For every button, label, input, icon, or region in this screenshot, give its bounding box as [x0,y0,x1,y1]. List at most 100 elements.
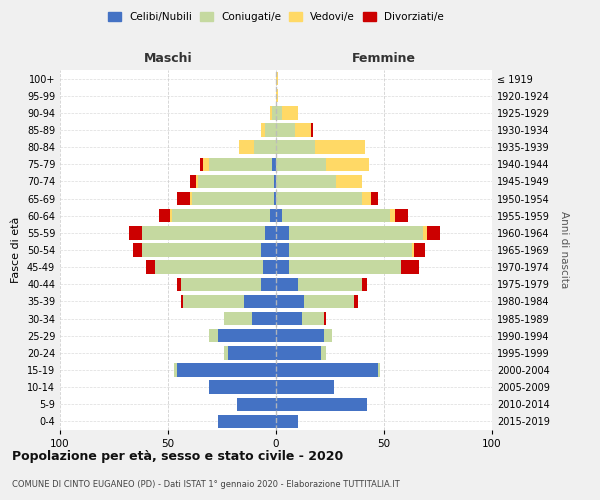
Bar [274,174,276,188]
Bar [133,244,142,256]
Bar [423,226,427,239]
Bar [181,294,183,308]
Bar [276,329,323,342]
Bar [252,312,276,326]
Text: COMUNE DI CINTO EUGANEO (PD) - Dati ISTAT 1° gennaio 2020 - Elaborazione TUTTITA: COMUNE DI CINTO EUGANEO (PD) - Dati ISTA… [12,480,400,489]
Bar [218,329,276,342]
Bar [198,174,274,188]
Bar [276,312,302,326]
Bar [354,294,358,308]
Bar [237,398,276,411]
Bar [276,209,283,222]
Bar [289,244,412,256]
Bar [129,226,142,239]
Bar [269,209,276,222]
Bar [196,174,198,188]
Bar [283,209,391,222]
Bar [146,260,155,274]
Bar [142,244,261,256]
Bar [315,140,365,154]
Bar [276,414,298,428]
Bar [265,226,276,239]
Bar [142,226,265,239]
Bar [276,106,283,120]
Text: Popolazione per età, sesso e stato civile - 2020: Popolazione per età, sesso e stato civil… [12,450,343,463]
Bar [323,312,326,326]
Bar [265,124,276,136]
Bar [377,364,380,376]
Bar [289,226,423,239]
Bar [362,192,371,205]
Bar [229,346,276,360]
Bar [298,278,362,291]
Bar [254,140,276,154]
Bar [276,124,295,136]
Bar [176,278,181,291]
Bar [272,106,276,120]
Bar [192,192,274,205]
Bar [181,278,261,291]
Bar [261,244,276,256]
Bar [160,209,170,222]
Bar [322,346,326,360]
Bar [263,260,276,274]
Bar [190,192,192,205]
Bar [427,226,440,239]
Bar [414,244,425,256]
Bar [276,398,367,411]
Bar [276,260,289,274]
Bar [175,364,176,376]
Bar [244,294,276,308]
Bar [326,158,369,171]
Bar [170,209,172,222]
Bar [337,174,362,188]
Bar [209,380,276,394]
Bar [401,260,419,274]
Bar [395,209,408,222]
Bar [302,312,323,326]
Bar [224,312,252,326]
Bar [209,329,218,342]
Bar [276,174,337,188]
Bar [276,89,278,102]
Text: Femmine: Femmine [352,52,416,65]
Bar [295,124,311,136]
Bar [239,140,254,154]
Bar [276,140,315,154]
Bar [272,158,276,171]
Bar [261,124,265,136]
Bar [224,346,229,360]
Bar [209,158,272,171]
Bar [276,278,298,291]
Bar [304,294,354,308]
Bar [155,260,263,274]
Bar [391,209,395,222]
Legend: Celibi/Nubili, Coniugati/e, Vedovi/e, Divorziati/e: Celibi/Nubili, Coniugati/e, Vedovi/e, Di… [104,8,448,26]
Bar [276,244,289,256]
Bar [276,364,377,376]
Bar [176,192,190,205]
Bar [218,414,276,428]
Bar [276,226,289,239]
Bar [412,244,414,256]
Bar [203,158,209,171]
Bar [276,72,278,86]
Bar [362,278,367,291]
Bar [200,158,203,171]
Bar [261,278,276,291]
Bar [371,192,377,205]
Y-axis label: Anni di nascita: Anni di nascita [559,212,569,288]
Bar [176,364,276,376]
Bar [276,192,362,205]
Bar [274,192,276,205]
Bar [172,209,269,222]
Y-axis label: Fasce di età: Fasce di età [11,217,21,283]
Bar [190,174,196,188]
Bar [276,294,304,308]
Bar [183,294,244,308]
Bar [276,380,334,394]
Bar [311,124,313,136]
Bar [276,346,322,360]
Bar [283,106,298,120]
Bar [289,260,401,274]
